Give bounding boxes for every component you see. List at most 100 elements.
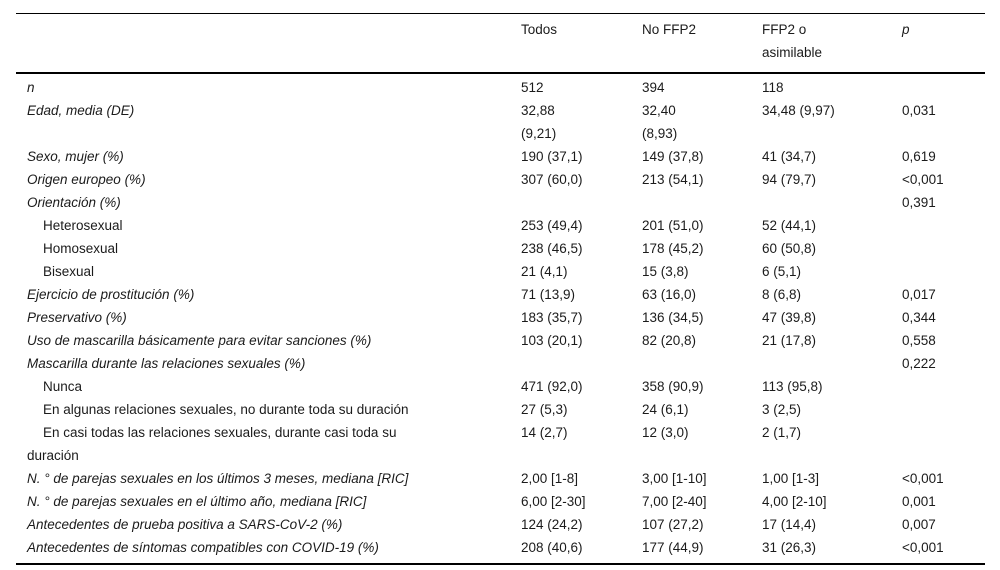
table-row: Preservativo (%) 183 (35,7) 136 (34,5) 47 (…	[16, 306, 985, 329]
table-row: Bisexual 21 (4,1) 15 (3,8) 6 (5,1)	[16, 260, 985, 283]
cell-no_ffp2: 63 (16,0)	[642, 287, 697, 302]
table-row: Uso de mascarilla básicamente para evita…	[16, 329, 985, 352]
row-label: Preservativo (%)	[27, 310, 127, 325]
cell-ffp2_asimilable: 47 (39,8)	[762, 310, 817, 325]
table-row: N. ° de parejas sexuales en los últimos …	[16, 467, 985, 490]
cell-todos: 14 (2,7)	[521, 425, 568, 440]
table-row: Antecedentes de síntomas compatibles con…	[16, 536, 985, 564]
row-label: Ejercicio de prostitución (%)	[27, 287, 195, 302]
cell-p: <0,001	[902, 540, 944, 555]
cell-ffp2_asimilable: 3 (2,5)	[762, 402, 802, 417]
cell-no_ffp2: 201 (51,0)	[642, 218, 704, 233]
cell-p: 0,222	[902, 356, 936, 371]
cell-no_ffp2: 358 (90,9)	[642, 379, 704, 394]
cell-todos: 71 (13,9)	[521, 287, 576, 302]
row-label: Antecedentes de síntomas compatibles con…	[27, 540, 379, 555]
row-label: N. ° de parejas sexuales en los últimos …	[27, 471, 409, 486]
cell-p	[902, 398, 985, 421]
cell-ffp2_asimilable: 8 (6,8)	[762, 287, 802, 302]
column-header-todos: Todos	[521, 22, 558, 37]
cell-ffp2_asimilable: 60 (50,8)	[762, 241, 817, 256]
table-row: N. ° de parejas sexuales en el último añ…	[16, 490, 985, 513]
row-label: Bisexual	[43, 264, 95, 279]
cell-no_ffp2: 24 (6,1)	[642, 402, 689, 417]
cell-p: 0,391	[902, 195, 936, 210]
cell-ffp2_asimilable: 1,00 [1-3]	[762, 471, 820, 486]
cell-p: <0,001	[902, 471, 944, 486]
table-row: Antecedentes de prueba positiva a SARS-C…	[16, 513, 985, 536]
cell-no_ffp2: 213 (54,1)	[642, 172, 704, 187]
cell-no_ffp2: 149 (37,8)	[642, 149, 704, 164]
cell-todos: 6,00 [2-30]	[521, 494, 586, 509]
cell-p: 0,031	[902, 103, 936, 118]
cell-p: <0,001	[902, 172, 944, 187]
cell-no_ffp2: 32,40 (8,93)	[642, 103, 678, 141]
cell-ffp2_asimilable: 2 (1,7)	[762, 425, 802, 440]
table-row: Orientación (%) 0,391	[16, 191, 985, 214]
cell-p	[902, 260, 985, 283]
stats-table: Todos No FFP2 FFP2 o asimilable p n 512 394 11…	[16, 13, 985, 565]
cell-ffp2_asimilable: 4,00 [2-10]	[762, 494, 827, 509]
table-row: Nunca 471 (92,0) 358 (90,9) 113 (95,8)	[16, 375, 985, 398]
table-row: Ejercicio de prostitución (%) 71 (13,9) 63…	[16, 283, 985, 306]
cell-no_ffp2: 15 (3,8)	[642, 264, 689, 279]
cell-no_ffp2: 3,00 [1-10]	[642, 471, 707, 486]
cell-todos: 208 (40,6)	[521, 540, 583, 555]
cell-todos: 124 (24,2)	[521, 517, 583, 532]
column-header-ffp2_asimilable: FFP2 o asimilable	[762, 22, 823, 60]
cell-ffp2_asimilable: 118	[762, 80, 784, 95]
cell-ffp2_asimilable: 21 (17,8)	[762, 333, 817, 348]
cell-p: 0,007	[902, 517, 936, 532]
cell-p	[902, 73, 985, 99]
cell-p: 0,344	[902, 310, 936, 325]
cell-todos: 27 (5,3)	[521, 402, 568, 417]
cell-no_ffp2: 7,00 [2-40]	[642, 494, 707, 509]
column-header-label	[16, 14, 521, 74]
row-label: Edad, media (DE)	[27, 103, 135, 118]
cell-todos: 21 (4,1)	[521, 264, 568, 279]
row-label: Homosexual	[43, 241, 119, 256]
table-row: Homosexual 238 (46,5) 178 (45,2) 60 (50,8)	[16, 237, 985, 260]
cell-no_ffp2	[642, 352, 762, 375]
cell-no_ffp2: 394	[642, 80, 665, 95]
cell-ffp2_asimilable	[762, 352, 902, 375]
cell-p: 0,619	[902, 149, 936, 164]
cell-todos: 512	[521, 80, 544, 95]
table-row: En casi todas las relaciones sexuales, d…	[16, 421, 985, 467]
row-label: Nunca	[43, 379, 83, 394]
cell-todos: 32,88 (9,21)	[521, 103, 557, 141]
cell-no_ffp2: 107 (27,2)	[642, 517, 704, 532]
cell-p: 0,001	[902, 494, 936, 509]
cell-todos: 2,00 [1-8]	[521, 471, 579, 486]
cell-todos: 103 (20,1)	[521, 333, 583, 348]
cell-todos: 190 (37,1)	[521, 149, 583, 164]
column-header-p: p	[902, 22, 910, 37]
cell-ffp2_asimilable: 31 (26,3)	[762, 540, 817, 555]
cell-no_ffp2: 82 (20,8)	[642, 333, 697, 348]
row-label: Antecedentes de prueba positiva a SARS-C…	[27, 517, 343, 532]
cell-ffp2_asimilable: 34,48 (9,97)	[762, 103, 835, 118]
row-label: Uso de mascarilla básicamente para evita…	[27, 333, 372, 348]
cell-ffp2_asimilable: 17 (14,4)	[762, 517, 817, 532]
cell-ffp2_asimilable: 113 (95,8)	[762, 379, 823, 394]
row-label: En algunas relaciones sexuales, no duran…	[43, 402, 409, 417]
cell-no_ffp2: 178 (45,2)	[642, 241, 704, 256]
row-label: Sexo, mujer (%)	[27, 149, 124, 164]
row-label: N. ° de parejas sexuales en el último añ…	[27, 494, 367, 509]
table-row: n 512 394 118	[16, 73, 985, 99]
cell-p	[902, 421, 985, 467]
cell-no_ffp2	[642, 191, 762, 214]
table-row: En algunas relaciones sexuales, no duran…	[16, 398, 985, 421]
cell-ffp2_asimilable: 41 (34,7)	[762, 149, 817, 164]
cell-no_ffp2: 177 (44,9)	[642, 540, 704, 555]
cell-p	[902, 214, 985, 237]
row-label: n	[27, 80, 35, 95]
cell-todos: 183 (35,7)	[521, 310, 583, 325]
cell-no_ffp2: 12 (3,0)	[642, 425, 689, 440]
table-row: Sexo, mujer (%) 190 (37,1) 149 (37,8) 41 (3…	[16, 145, 985, 168]
column-header-no_ffp2: No FFP2	[642, 22, 697, 37]
cell-no_ffp2: 136 (34,5)	[642, 310, 704, 325]
row-label: Orientación (%)	[27, 195, 121, 210]
cell-p: 0,017	[902, 287, 936, 302]
